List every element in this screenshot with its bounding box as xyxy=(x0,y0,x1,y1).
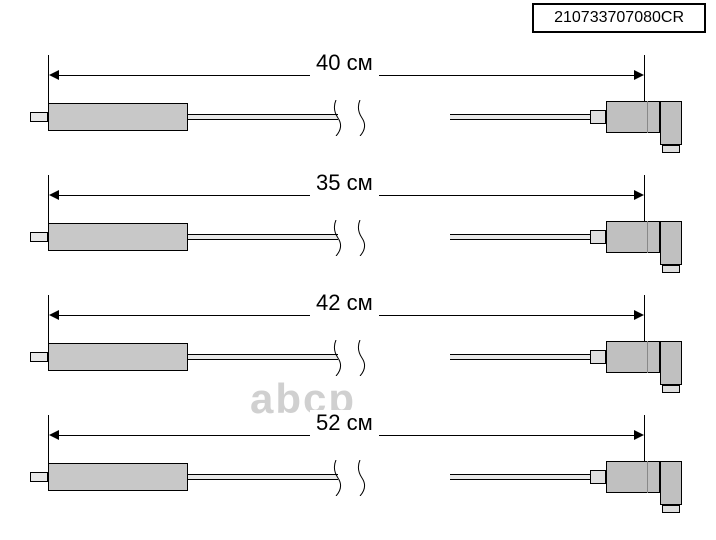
diagram-container: 40 см xyxy=(30,40,690,520)
break-mark-icon xyxy=(330,100,368,136)
right-body xyxy=(606,341,660,373)
right-bottom-tip xyxy=(662,265,680,273)
right-body xyxy=(606,221,660,253)
left-tip xyxy=(30,472,48,482)
dimension-label: 35 см xyxy=(310,170,379,196)
dimension-arrow-right-icon xyxy=(634,310,644,320)
right-bottom-tip xyxy=(662,145,680,153)
right-body-seam xyxy=(647,101,648,133)
right-elbow xyxy=(660,221,682,265)
dimension-label: 42 см xyxy=(310,290,379,316)
right-body-seam xyxy=(647,461,648,493)
right-elbow xyxy=(660,461,682,505)
left-body xyxy=(48,103,188,131)
part-number: 210733707080CR xyxy=(554,9,684,26)
wire-right xyxy=(450,114,590,120)
wire-left xyxy=(188,114,338,120)
left-body xyxy=(48,463,188,491)
dimension-arrow-right-icon xyxy=(634,70,644,80)
break-mark-icon xyxy=(330,460,368,496)
dimension-arrow-right-icon xyxy=(634,190,644,200)
wire-right xyxy=(450,354,590,360)
cable-row: 42 см xyxy=(30,280,690,400)
right-collar xyxy=(590,470,606,484)
right-collar xyxy=(590,350,606,364)
right-bottom-tip xyxy=(662,385,680,393)
wire-right xyxy=(450,474,590,480)
left-tip xyxy=(30,352,48,362)
dimension-label: 52 см xyxy=(310,410,379,436)
cable-assembly xyxy=(30,455,690,505)
right-collar xyxy=(590,110,606,124)
right-body-seam xyxy=(647,341,648,373)
right-body xyxy=(606,461,660,493)
right-elbow xyxy=(660,341,682,385)
left-body xyxy=(48,223,188,251)
left-tip xyxy=(30,232,48,242)
break-mark-icon xyxy=(330,340,368,376)
cable-assembly xyxy=(30,95,690,145)
right-elbow xyxy=(660,101,682,145)
break-mark-icon xyxy=(330,220,368,256)
wire-left xyxy=(188,354,338,360)
right-body xyxy=(606,101,660,133)
cable-row: 35 см xyxy=(30,160,690,280)
part-number-box: 210733707080CR xyxy=(532,3,706,33)
wire-left xyxy=(188,474,338,480)
left-body xyxy=(48,343,188,371)
left-tip xyxy=(30,112,48,122)
cable-assembly xyxy=(30,215,690,265)
right-body-seam xyxy=(647,221,648,253)
cable-row: 52 см xyxy=(30,400,690,520)
cable-row: 40 см xyxy=(30,40,690,160)
wire-left xyxy=(188,234,338,240)
right-collar xyxy=(590,230,606,244)
dimension-arrow-right-icon xyxy=(634,430,644,440)
cable-assembly xyxy=(30,335,690,385)
right-bottom-tip xyxy=(662,505,680,513)
dimension-label: 40 см xyxy=(310,50,379,76)
wire-right xyxy=(450,234,590,240)
